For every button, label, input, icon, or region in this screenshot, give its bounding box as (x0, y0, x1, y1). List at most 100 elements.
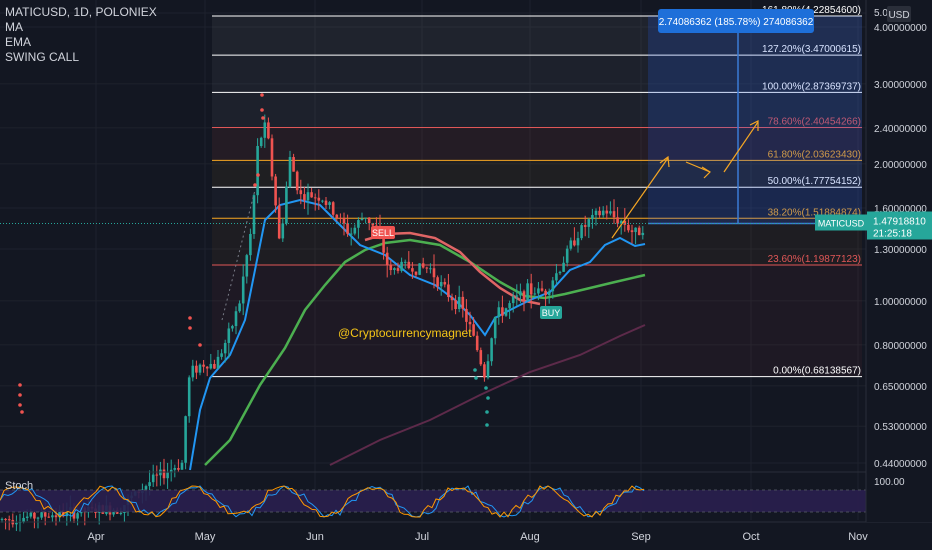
candle-body (335, 214, 339, 218)
time-axis-label: Nov (848, 531, 868, 543)
candle-body (504, 308, 508, 316)
candle-body (385, 252, 389, 265)
candle-body (223, 342, 227, 354)
candle-body (558, 271, 562, 274)
candle-body (583, 225, 587, 227)
candle-body (299, 190, 303, 195)
price-tick-label: 4.00000000 (874, 23, 927, 34)
price-tick-label: 5.0 (874, 8, 888, 19)
candle-body (15, 522, 18, 525)
candle-body (285, 186, 288, 224)
candle-body (483, 364, 486, 378)
candle-body (529, 283, 533, 295)
candle-body (591, 214, 594, 220)
candle-body (637, 227, 641, 236)
candle-body (609, 211, 612, 214)
stoch-scale-label: 100.00 (874, 477, 905, 488)
candle-body (414, 271, 418, 275)
symbol-title[interactable]: MATICUSD, 1D, POLONIEX (5, 5, 157, 19)
candle-body (601, 210, 605, 216)
candle-body (202, 364, 205, 367)
candle-body (623, 220, 627, 225)
indicator-swing-call[interactable]: SWING CALL (5, 50, 80, 64)
time-axis-label: Aug (520, 531, 540, 543)
candle-body (493, 317, 497, 339)
candle-body (306, 192, 310, 201)
fib-zone (212, 187, 862, 219)
indicator-ema[interactable]: EMA (5, 35, 32, 49)
candle-body (515, 295, 519, 297)
candle-body (313, 197, 317, 199)
candle-body (465, 308, 468, 322)
candle-body (540, 288, 544, 291)
candle-body (155, 474, 159, 476)
candle-body (475, 335, 479, 351)
measure-area (648, 16, 862, 224)
candle-body (61, 510, 65, 517)
candle-body (490, 338, 493, 362)
time-axis-label: Sep (631, 531, 651, 543)
candle-body (249, 234, 252, 256)
candle-body (533, 293, 537, 295)
candle-body (396, 268, 400, 271)
measure-tool[interactable]: 2.74086362 (185.78%) 274086362 (648, 9, 866, 225)
candle-body (148, 482, 151, 487)
stoch-indicator-label[interactable]: Stoch (5, 480, 34, 492)
candle-countdown: 21:25:18 (873, 229, 912, 240)
swing-dot-red (18, 403, 22, 407)
candle-body (447, 284, 450, 297)
candle-body (234, 311, 238, 327)
candle-body (364, 217, 367, 219)
candle-body (292, 157, 295, 172)
stoch-pane[interactable] (0, 471, 932, 523)
candle-body (166, 472, 169, 479)
candle-body (425, 267, 429, 269)
candle-body (439, 282, 443, 287)
candle-body (349, 233, 353, 235)
candle-body (619, 220, 623, 224)
price-tick-label: 0.65000000 (874, 382, 927, 393)
candle-body (418, 263, 421, 275)
candle-body (612, 211, 616, 218)
price-scale-bg (866, 0, 932, 522)
candle-body (429, 268, 432, 270)
indicator-ma[interactable]: MA (5, 20, 23, 34)
candle-body (119, 512, 123, 514)
fib-level-label: 38.20%(1.51884874) (768, 207, 861, 218)
price-tick-label: 2.40000000 (874, 124, 927, 135)
candle-body (216, 356, 220, 369)
fib-retracement[interactable]: 161.80%(4.22854600)127.20%(3.47000615)10… (212, 5, 862, 378)
fib-zone (212, 92, 862, 128)
candle-body (616, 217, 619, 224)
candles[interactable] (0, 114, 645, 532)
candle-body (40, 512, 43, 518)
candle-body (537, 288, 540, 294)
fib-level-label: 100.00%(2.87369737) (762, 81, 861, 92)
candle-body (457, 296, 461, 310)
candle-body (357, 220, 360, 228)
last-price-badge (867, 211, 932, 240)
candle-body (403, 261, 407, 263)
candle-body (58, 510, 61, 518)
candle-body (112, 509, 115, 515)
candle-body (547, 291, 551, 296)
currency-badge-bg (887, 6, 911, 22)
candle-body (436, 277, 439, 287)
candle-body (259, 137, 263, 146)
candle-body (328, 202, 331, 205)
price-tick-label: 2.00000000 (874, 160, 927, 171)
candle-body (241, 276, 245, 304)
candle-body (33, 512, 36, 519)
candle-body (169, 469, 173, 473)
symbol-tag: MATICUSD (818, 219, 865, 229)
candle-body (544, 290, 547, 296)
candle-body (400, 261, 403, 271)
candle-body (472, 324, 475, 336)
fib-zone (212, 160, 862, 188)
candle-body (151, 474, 155, 483)
candle-body (479, 350, 483, 365)
candle-body (519, 291, 522, 296)
candle-body (389, 264, 393, 271)
